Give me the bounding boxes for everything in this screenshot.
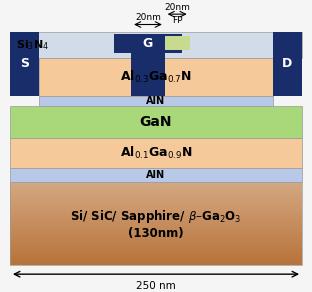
Bar (39, 58, 273, 95)
Text: AlN: AlN (146, 170, 166, 180)
Text: AlN: AlN (146, 96, 166, 106)
Text: S: S (20, 58, 29, 70)
Text: D: D (282, 58, 293, 70)
Bar (114, 34, 182, 53)
Text: G: G (143, 37, 153, 50)
Bar (165, 36, 190, 50)
Bar (10, 32, 302, 58)
Text: 20nm: 20nm (164, 3, 190, 12)
Text: Si/ SiC/ Sapphire/ $\beta$–Ga$_2$O$_3$
(130nm): Si/ SiC/ Sapphire/ $\beta$–Ga$_2$O$_3$ (… (70, 208, 242, 239)
Text: FP: FP (172, 15, 183, 25)
Bar (273, 32, 302, 95)
Bar (10, 168, 302, 182)
Bar (10, 138, 302, 168)
Bar (131, 40, 165, 95)
Text: Al$_{0.3}$Ga$_{0.7}$N: Al$_{0.3}$Ga$_{0.7}$N (120, 69, 192, 85)
Text: GaN: GaN (140, 115, 172, 129)
Bar (10, 106, 302, 138)
Bar (10, 182, 302, 265)
Text: 20nm: 20nm (135, 13, 161, 22)
Text: 250 nm: 250 nm (136, 281, 176, 291)
Bar (10, 32, 39, 95)
Bar (39, 95, 273, 106)
Text: Al$_{0.1}$Ga$_{0.9}$N: Al$_{0.1}$Ga$_{0.9}$N (120, 145, 192, 161)
Text: Si$_3$N$_4$: Si$_3$N$_4$ (16, 38, 49, 52)
